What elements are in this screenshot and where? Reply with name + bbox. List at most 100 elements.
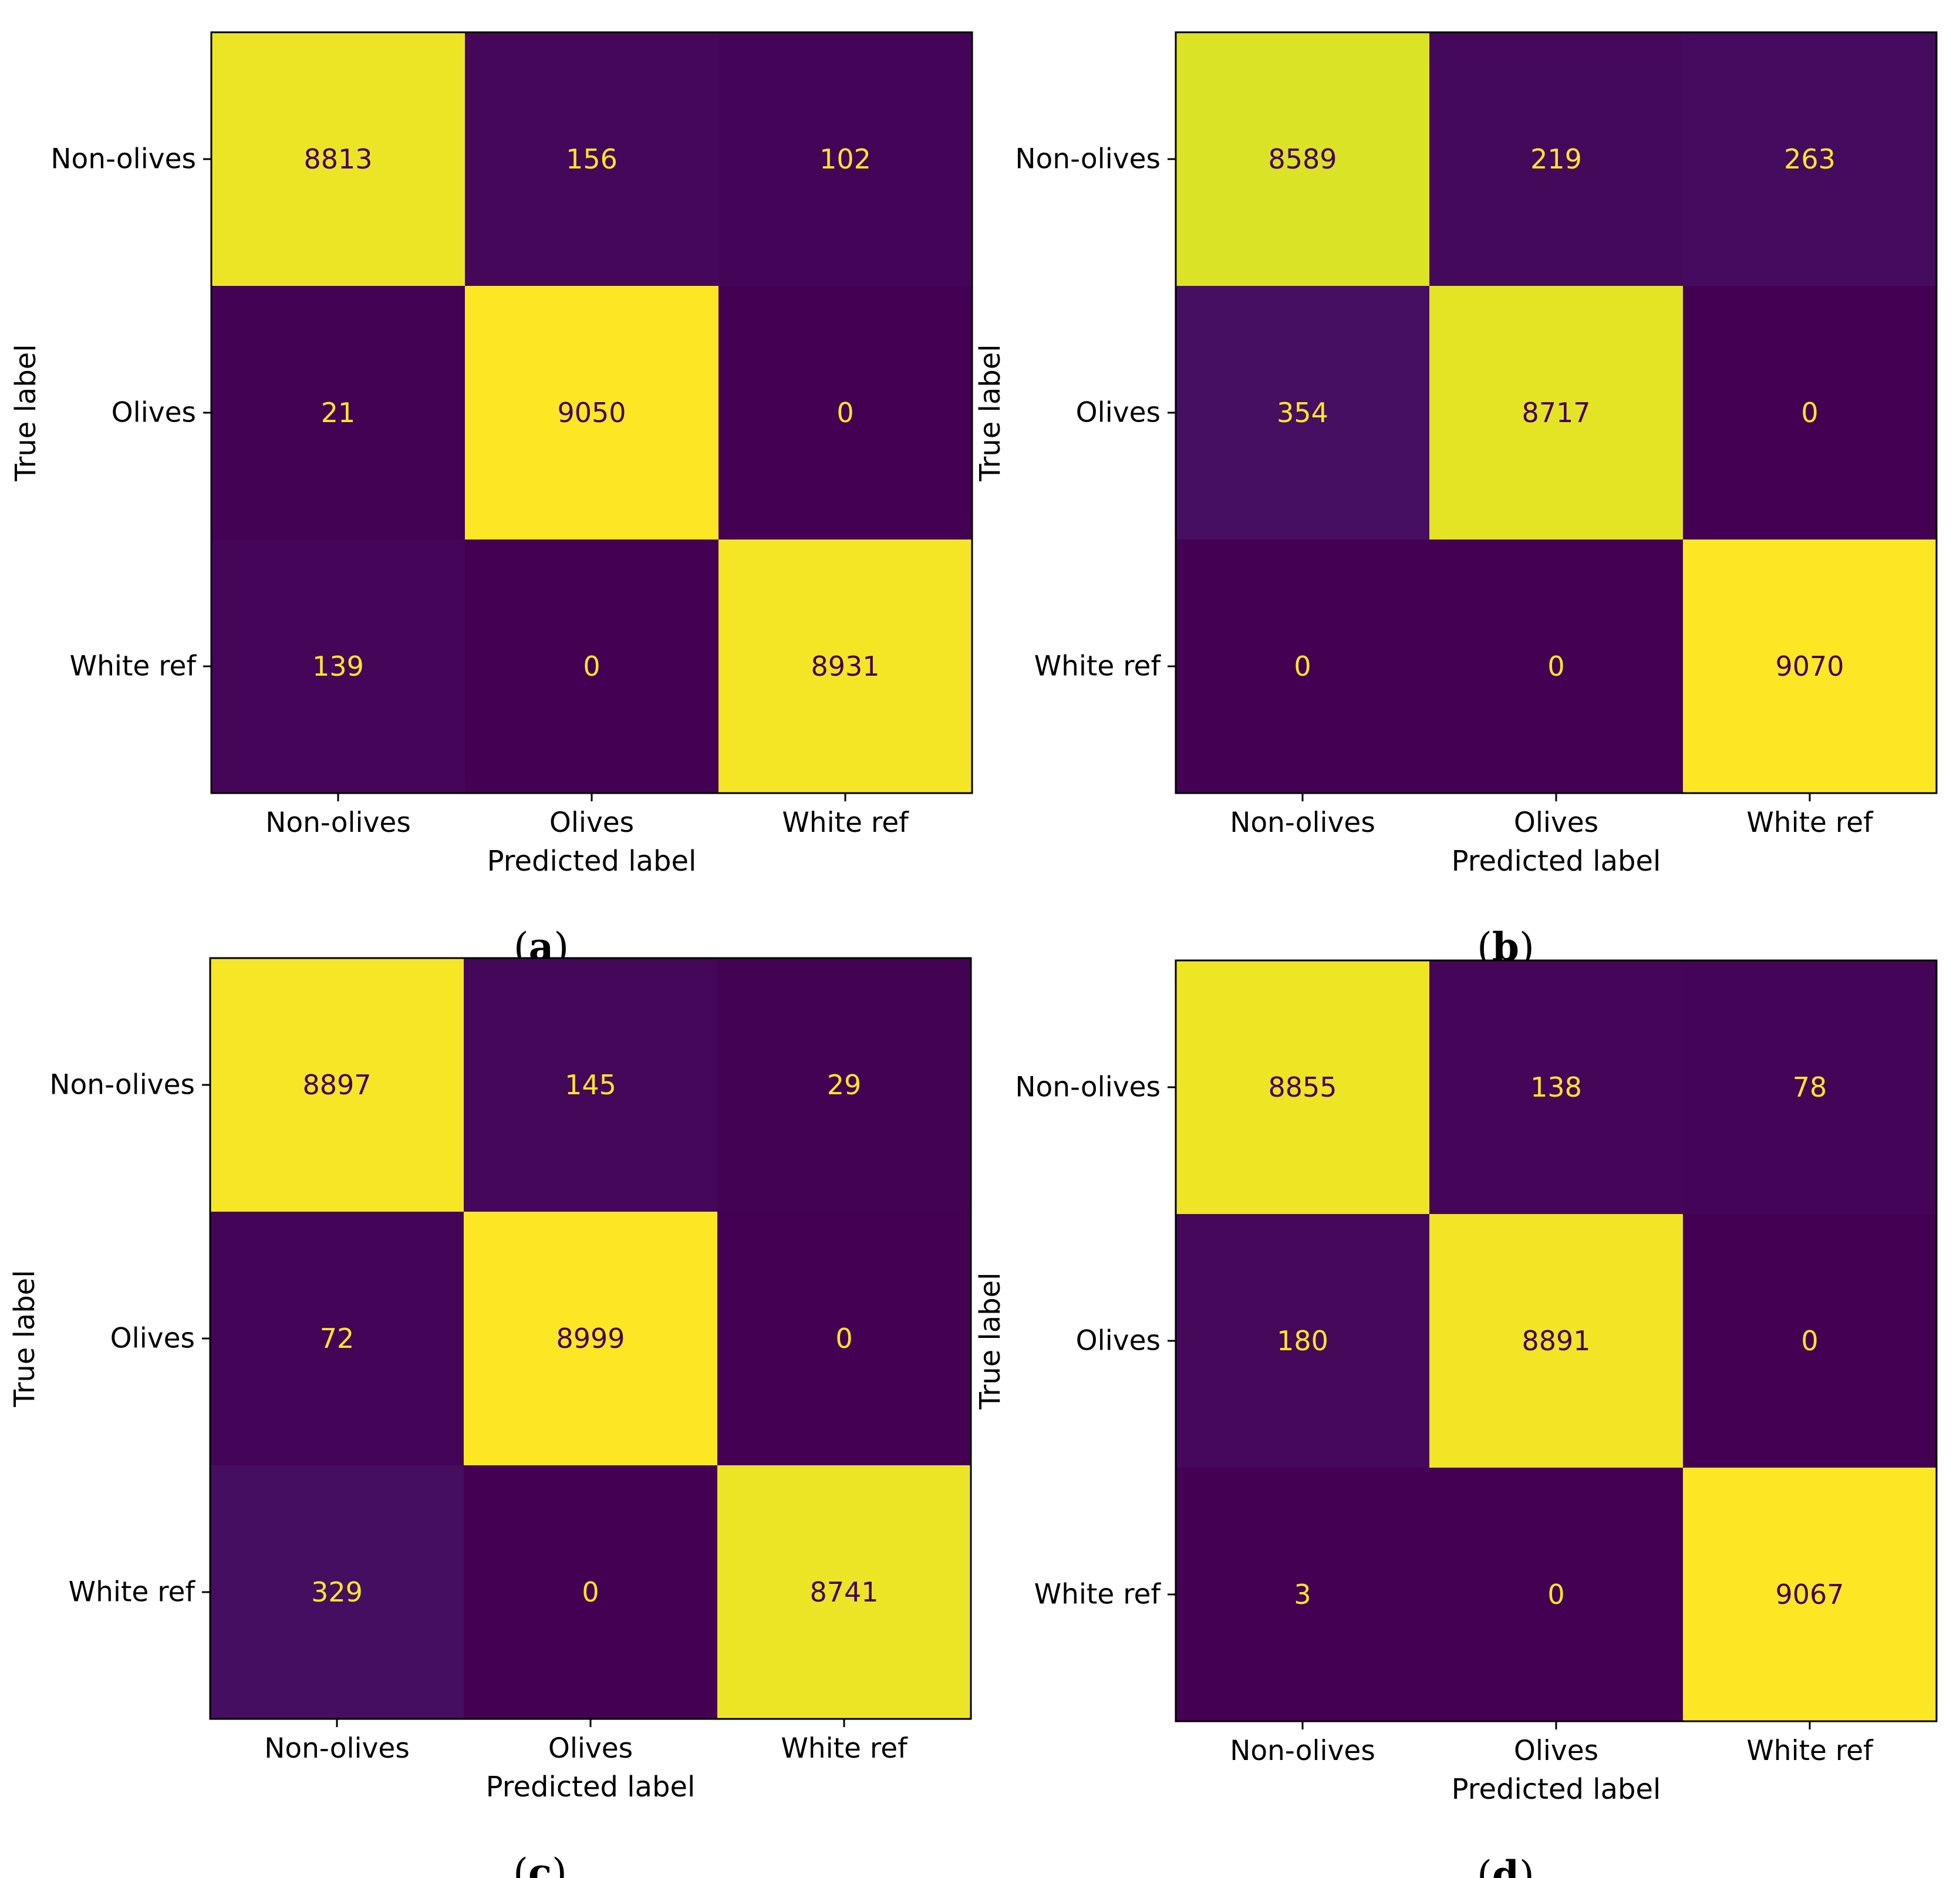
x-axis-label: Predicted label xyxy=(1452,845,1661,878)
x-tick-label-2: White ref xyxy=(1746,1735,1874,1767)
cell-r2-c1 xyxy=(464,1465,717,1719)
cell-value-r0-c2: 263 xyxy=(1784,143,1836,175)
cell-r0-c2 xyxy=(1683,32,1937,286)
cell-r2-c2 xyxy=(1683,540,1937,793)
cell-value-r1-c0: 354 xyxy=(1277,397,1328,429)
x-axis-label: Predicted label xyxy=(487,845,697,878)
cell-r0-c1 xyxy=(465,32,718,286)
panel-caption-c: (c) xyxy=(513,1850,567,1878)
y-tick-label-1: Olives xyxy=(1076,1325,1161,1357)
cell-value-r2-c0: 3 xyxy=(1294,1579,1311,1610)
cell-r2-c2 xyxy=(1683,1468,1937,1721)
cell-value-r1-c1: 9050 xyxy=(557,397,626,429)
y-tick-label-0: Non-olives xyxy=(1015,1071,1161,1104)
cell-r1-c1 xyxy=(1429,286,1683,540)
cell-r2-c0 xyxy=(1176,1468,1429,1721)
panel-c: 8897 145 29 72 8999 0 329 0 8741 Non-olives Olives… xyxy=(8,957,972,1878)
x-tick-label-0: Non-olives xyxy=(1230,1735,1375,1767)
cell-r1-c1 xyxy=(465,286,718,540)
cell-value-r2-c1: 0 xyxy=(583,650,600,682)
cell-value-r2-c1: 0 xyxy=(1547,650,1564,682)
x-tick-label-1: Olives xyxy=(1514,1735,1598,1767)
panel-caption-d: (d) xyxy=(1477,1852,1534,1878)
cell-r0-c1 xyxy=(1429,960,1683,1214)
cell-r1-c0 xyxy=(210,1212,464,1465)
cell-value-r0-c0: 8897 xyxy=(302,1069,371,1101)
cell-r0-c0 xyxy=(211,32,465,286)
cell-value-r1-c1: 8999 xyxy=(556,1323,625,1354)
y-tick-label-2: White ref xyxy=(1034,1579,1162,1611)
cell-value-r1-c0: 180 xyxy=(1277,1325,1328,1357)
cell-r2-c1 xyxy=(1429,540,1683,793)
cell-r1-c2 xyxy=(718,286,972,540)
y-axis-label: True label xyxy=(9,344,42,481)
x-tick-label-1: Olives xyxy=(1514,807,1598,839)
cell-r1-c1 xyxy=(1429,1214,1683,1468)
y-tick-label-2: White ref xyxy=(1034,650,1162,683)
y-tick-label-0: Non-olives xyxy=(50,143,196,176)
y-tick-label-1: Olives xyxy=(112,397,196,429)
x-axis-label: Predicted label xyxy=(1452,1773,1661,1806)
cell-value-r0-c1: 145 xyxy=(565,1069,616,1101)
cell-value-r0-c0: 8813 xyxy=(303,143,372,175)
x-tick-label-0: Non-olives xyxy=(265,807,411,839)
y-tick-label-1: Olives xyxy=(1076,397,1161,429)
x-tick-label-2: White ref xyxy=(782,807,909,839)
y-tick-label-1: Olives xyxy=(110,1323,195,1355)
cell-value-r0-c2: 102 xyxy=(819,143,871,175)
cell-r2-c1 xyxy=(465,540,718,793)
x-tick-label-1: Olives xyxy=(549,807,634,839)
cell-value-r1-c2: 0 xyxy=(1801,397,1818,429)
cell-value-r0-c0: 8589 xyxy=(1268,143,1337,175)
cell-r0-c1 xyxy=(1429,32,1683,286)
cell-r1-c1 xyxy=(464,1212,717,1465)
cell-value-r1-c0: 72 xyxy=(320,1323,355,1354)
x-tick-label-2: White ref xyxy=(1746,807,1874,839)
cell-r1-c2 xyxy=(1683,286,1937,540)
y-axis-label: True label xyxy=(8,1270,41,1407)
cell-r2-c0 xyxy=(210,1465,464,1719)
x-tick-label-0: Non-olives xyxy=(264,1732,410,1765)
cell-r0-c2 xyxy=(718,32,972,286)
cell-value-r0-c1: 138 xyxy=(1530,1071,1582,1103)
panel-d: 8855 138 78 180 8891 0 3 0 9067 Non-olives Olives W… xyxy=(974,959,1938,1878)
cell-r1-c2 xyxy=(1683,1214,1937,1468)
cell-value-r1-c2: 0 xyxy=(836,397,854,429)
cell-value-r2-c0: 329 xyxy=(311,1576,363,1608)
cell-value-r2-c2: 8741 xyxy=(809,1576,878,1608)
cell-value-r2-c0: 139 xyxy=(312,650,364,682)
cell-value-r0-c0: 8855 xyxy=(1268,1071,1337,1103)
cell-value-r0-c1: 219 xyxy=(1530,143,1582,175)
cell-r0-c0 xyxy=(1176,960,1429,1214)
cell-value-r2-c2: 8931 xyxy=(811,650,879,682)
cell-r1-c0 xyxy=(1176,286,1429,540)
cell-r1-c2 xyxy=(717,1212,971,1465)
cell-value-r1-c1: 8891 xyxy=(1522,1325,1590,1357)
cell-r2-c1 xyxy=(1429,1468,1683,1721)
cell-value-r1-c2: 0 xyxy=(835,1323,852,1354)
cell-value-r2-c1: 0 xyxy=(582,1576,599,1608)
y-axis-label: True label xyxy=(974,344,1007,481)
cell-r0-c2 xyxy=(717,958,971,1212)
x-tick-label-2: White ref xyxy=(781,1732,908,1765)
panel-a: 8813 156 102 21 9050 0 139 0 8931 Non-olives Olive… xyxy=(9,31,973,970)
cell-r1-c0 xyxy=(211,286,465,540)
cell-r0-c0 xyxy=(210,958,464,1212)
cell-value-r0-c2: 29 xyxy=(827,1069,862,1101)
cell-value-r0-c1: 156 xyxy=(566,143,618,175)
x-axis-label: Predicted label xyxy=(486,1771,696,1803)
cell-value-r1-c0: 21 xyxy=(321,397,356,429)
x-tick-label-1: Olives xyxy=(548,1732,633,1765)
cell-value-r1-c2: 0 xyxy=(1801,1325,1818,1357)
cell-value-r2-c2: 9067 xyxy=(1775,1579,1844,1610)
y-tick-label-2: White ref xyxy=(69,1576,196,1609)
cell-r0-c0 xyxy=(1176,32,1429,286)
cell-r0-c2 xyxy=(1683,960,1937,1214)
cell-value-r2-c0: 0 xyxy=(1294,650,1311,682)
cell-value-r0-c2: 78 xyxy=(1793,1071,1827,1103)
x-tick-label-0: Non-olives xyxy=(1230,807,1375,839)
y-tick-label-2: White ref xyxy=(70,650,197,683)
cell-r2-c0 xyxy=(211,540,465,793)
cell-value-r1-c1: 8717 xyxy=(1522,397,1590,429)
